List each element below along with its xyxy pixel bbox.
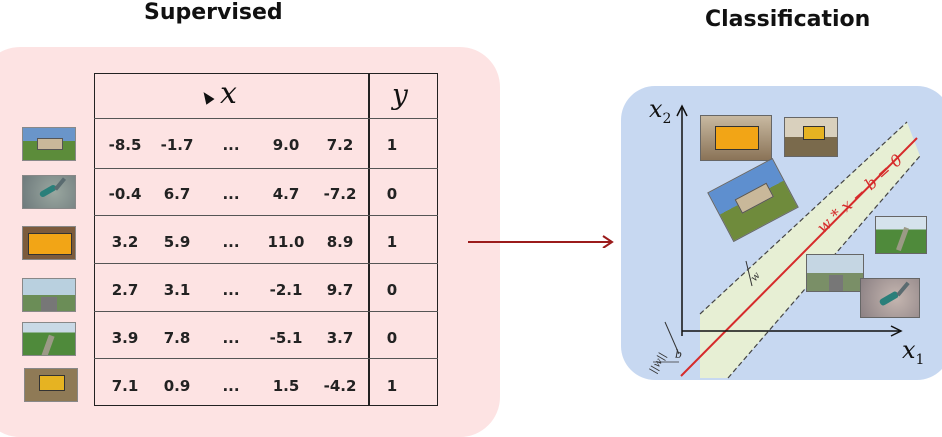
feature-value: -4.2 xyxy=(323,377,357,395)
feature-value: 4.7 xyxy=(272,185,300,203)
road-landscape-photo xyxy=(22,278,76,312)
feature-value: 3.2 xyxy=(111,233,139,251)
feature-value: 1.5 xyxy=(272,377,300,395)
y-axis-label: x2 xyxy=(649,95,672,127)
margin-line-upper xyxy=(699,121,908,315)
bias-norm-label: ||w|| xyxy=(648,351,669,376)
table-row: -0.4 6.7 ... 4.7 -7.2 0 xyxy=(0,170,440,218)
feature-value: 7.1 xyxy=(111,377,139,395)
feature-label-table xyxy=(94,73,438,406)
feature-ellipsis: ... xyxy=(222,377,240,395)
row-divider xyxy=(94,358,438,359)
x-axis-label: x1 xyxy=(902,336,925,368)
label-value: 0 xyxy=(386,329,398,347)
feature-value: 5.9 xyxy=(163,233,191,251)
row-divider xyxy=(94,168,438,169)
feature-value: 9.7 xyxy=(326,281,354,299)
feature-ellipsis: ... xyxy=(222,233,240,251)
bias-b-label: b xyxy=(675,348,682,361)
decision-boundary-line xyxy=(680,137,918,377)
feature-value: 7.2 xyxy=(326,136,354,154)
table-row: 2.7 3.1 ... -2.1 9.7 0 xyxy=(0,266,440,314)
classification-heading: Classification xyxy=(705,7,871,32)
table-row: 3.2 5.9 ... 11.0 8.9 1 xyxy=(0,218,440,266)
label-value: 1 xyxy=(386,377,398,395)
startup-sign-point-photo xyxy=(700,115,772,161)
field-path-point-photo xyxy=(875,216,927,254)
feature-value: -2.1 xyxy=(269,281,303,299)
xy-column-divider xyxy=(368,73,370,406)
margin-width-marker xyxy=(745,260,753,287)
margin-band xyxy=(700,122,920,378)
feature-value: 2.7 xyxy=(111,281,139,299)
supervised-data-panel xyxy=(0,47,500,437)
hummingbird-photo xyxy=(22,175,76,209)
label-value: 0 xyxy=(386,185,398,203)
flow-arrow xyxy=(468,235,614,248)
label-header: y xyxy=(392,78,408,111)
feature-value: 8.9 xyxy=(326,233,354,251)
road-sign-photo xyxy=(22,127,76,161)
feature-ellipsis: ... xyxy=(222,136,240,154)
feature-value: 3.1 xyxy=(163,281,191,299)
startup-sign-photo xyxy=(22,226,76,260)
town-sign-photo xyxy=(24,368,78,402)
y-axis-arrow xyxy=(676,104,688,117)
feature-value: 9.0 xyxy=(272,136,300,154)
table-row: -8.5 -1.7 ... 9.0 7.2 1 xyxy=(0,121,440,169)
feature-value: -7.2 xyxy=(323,185,357,203)
hummingbird-point-photo xyxy=(860,278,920,318)
label-value: 1 xyxy=(386,233,398,251)
arrow-head xyxy=(602,235,614,248)
supervised-heading: Supervised xyxy=(144,0,283,25)
table-row: 7.1 0.9 ... 1.5 -4.2 1 xyxy=(0,362,440,410)
x-axis-arrow xyxy=(890,325,903,337)
feature-value: 7.8 xyxy=(163,329,191,347)
feature-value: -5.1 xyxy=(269,329,303,347)
bias-marker xyxy=(664,321,680,355)
feature-value: -1.7 xyxy=(160,136,194,154)
label-value: 0 xyxy=(386,281,398,299)
field-path-photo xyxy=(22,322,76,356)
feature-value: 6.7 xyxy=(163,185,191,203)
table-row: 3.9 7.8 ... -5.1 3.7 0 xyxy=(0,314,440,362)
header-divider xyxy=(94,118,438,119)
row-divider xyxy=(94,311,438,312)
feature-value: 3.7 xyxy=(326,329,354,347)
feature-ellipsis: ... xyxy=(222,329,240,347)
feature-value: 11.0 xyxy=(267,233,305,251)
row-divider xyxy=(94,215,438,216)
feature-value: 3.9 xyxy=(111,329,139,347)
row-divider xyxy=(94,263,438,264)
feature-value: 0.9 xyxy=(163,377,191,395)
road-landscape-point-photo xyxy=(806,254,864,292)
town-sign-point-photo xyxy=(784,117,838,157)
label-value: 1 xyxy=(386,136,398,154)
feature-header: x xyxy=(220,76,237,111)
feature-ellipsis: ... xyxy=(222,185,240,203)
feature-value: -0.4 xyxy=(108,185,142,203)
feature-value: -8.5 xyxy=(108,136,142,154)
feature-ellipsis: ... xyxy=(222,281,240,299)
